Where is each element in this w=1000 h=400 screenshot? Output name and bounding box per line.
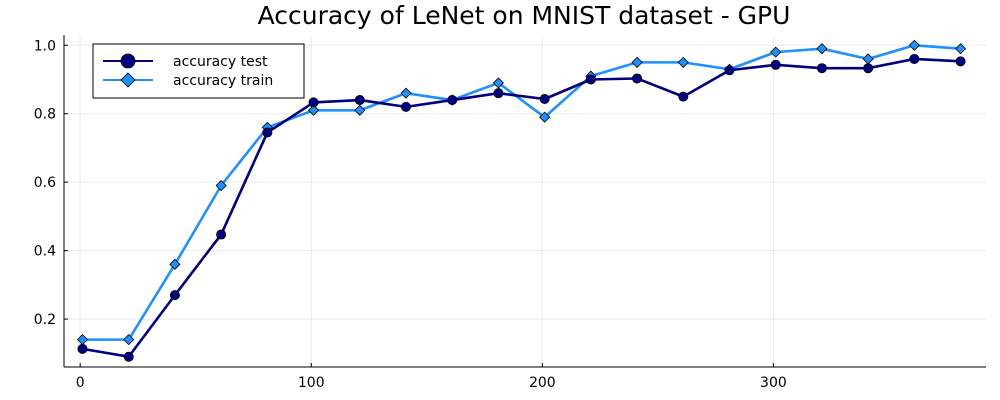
data-point-accuracy-train bbox=[908, 39, 920, 51]
data-point-accuracy-train bbox=[76, 334, 89, 346]
data-point-accuracy-test bbox=[77, 343, 88, 354]
y-tick-label: 0.4 bbox=[34, 244, 56, 260]
data-point-accuracy-train bbox=[307, 104, 320, 116]
y-tick-label: 0.8 bbox=[34, 107, 56, 123]
data-point-accuracy-test bbox=[308, 97, 319, 108]
series-layer bbox=[76, 39, 967, 362]
data-point-accuracy-test bbox=[678, 91, 689, 102]
data-point-accuracy-test bbox=[216, 229, 227, 240]
data-point-accuracy-train bbox=[400, 87, 412, 99]
legend-marker-accuracy-test bbox=[120, 53, 136, 69]
x-tick-label: 200 bbox=[529, 375, 556, 391]
legend-marker-accuracy-train bbox=[120, 72, 136, 88]
grid bbox=[64, 35, 986, 367]
data-point-accuracy-test bbox=[123, 351, 134, 362]
data-point-accuracy-train bbox=[123, 334, 135, 346]
data-point-accuracy-test bbox=[632, 73, 643, 84]
x-tick-label: 300 bbox=[760, 375, 787, 391]
data-point-accuracy-test bbox=[447, 95, 458, 106]
data-point-accuracy-test bbox=[262, 127, 273, 138]
data-point-accuracy-test bbox=[585, 74, 596, 85]
legend-label-accuracy-test: accuracy test bbox=[173, 54, 268, 70]
legend-label-accuracy-train: accuracy train bbox=[173, 73, 273, 89]
data-point-accuracy-test bbox=[724, 65, 735, 76]
legend: accuracy test accuracy train bbox=[92, 43, 305, 99]
data-point-accuracy-test bbox=[863, 63, 874, 74]
data-point-accuracy-test bbox=[169, 290, 180, 301]
data-point-accuracy-test bbox=[816, 63, 827, 74]
data-point-accuracy-test bbox=[770, 59, 781, 70]
data-point-accuracy-train bbox=[215, 180, 227, 192]
data-point-accuracy-test bbox=[955, 56, 966, 67]
y-tick-label: 0.6 bbox=[34, 175, 56, 191]
data-point-accuracy-test bbox=[400, 101, 411, 112]
data-point-accuracy-train bbox=[631, 56, 643, 68]
series-accuracy-test bbox=[77, 53, 966, 362]
y-tick-label: 1.0 bbox=[34, 38, 56, 54]
data-point-accuracy-train bbox=[816, 43, 828, 55]
x-tick-label: 100 bbox=[298, 375, 325, 391]
data-point-accuracy-train bbox=[770, 46, 782, 58]
data-point-accuracy-train bbox=[862, 53, 874, 65]
data-point-accuracy-train bbox=[492, 77, 504, 89]
data-point-accuracy-test bbox=[909, 53, 920, 64]
series-line-accuracy-test bbox=[82, 57, 961, 359]
y-tick-label: 0.2 bbox=[34, 312, 56, 328]
data-point-accuracy-train bbox=[539, 111, 551, 123]
axes: 0 100 200 300 0.2 0.4 0.6 0.8 1.0 bbox=[34, 35, 986, 391]
data-point-accuracy-test bbox=[539, 94, 550, 105]
legend-box bbox=[92, 43, 305, 99]
chart-title: Accuracy of LeNet on MNIST dataset - GPU bbox=[258, 1, 791, 30]
data-point-accuracy-train bbox=[677, 56, 689, 68]
data-point-accuracy-train bbox=[354, 104, 366, 116]
data-point-accuracy-test bbox=[354, 95, 365, 106]
data-point-accuracy-train bbox=[169, 258, 181, 270]
series-line-accuracy-train bbox=[82, 43, 961, 341]
data-point-accuracy-train bbox=[955, 43, 967, 55]
x-tick-label: 0 bbox=[76, 375, 85, 391]
data-point-accuracy-test bbox=[493, 88, 504, 99]
